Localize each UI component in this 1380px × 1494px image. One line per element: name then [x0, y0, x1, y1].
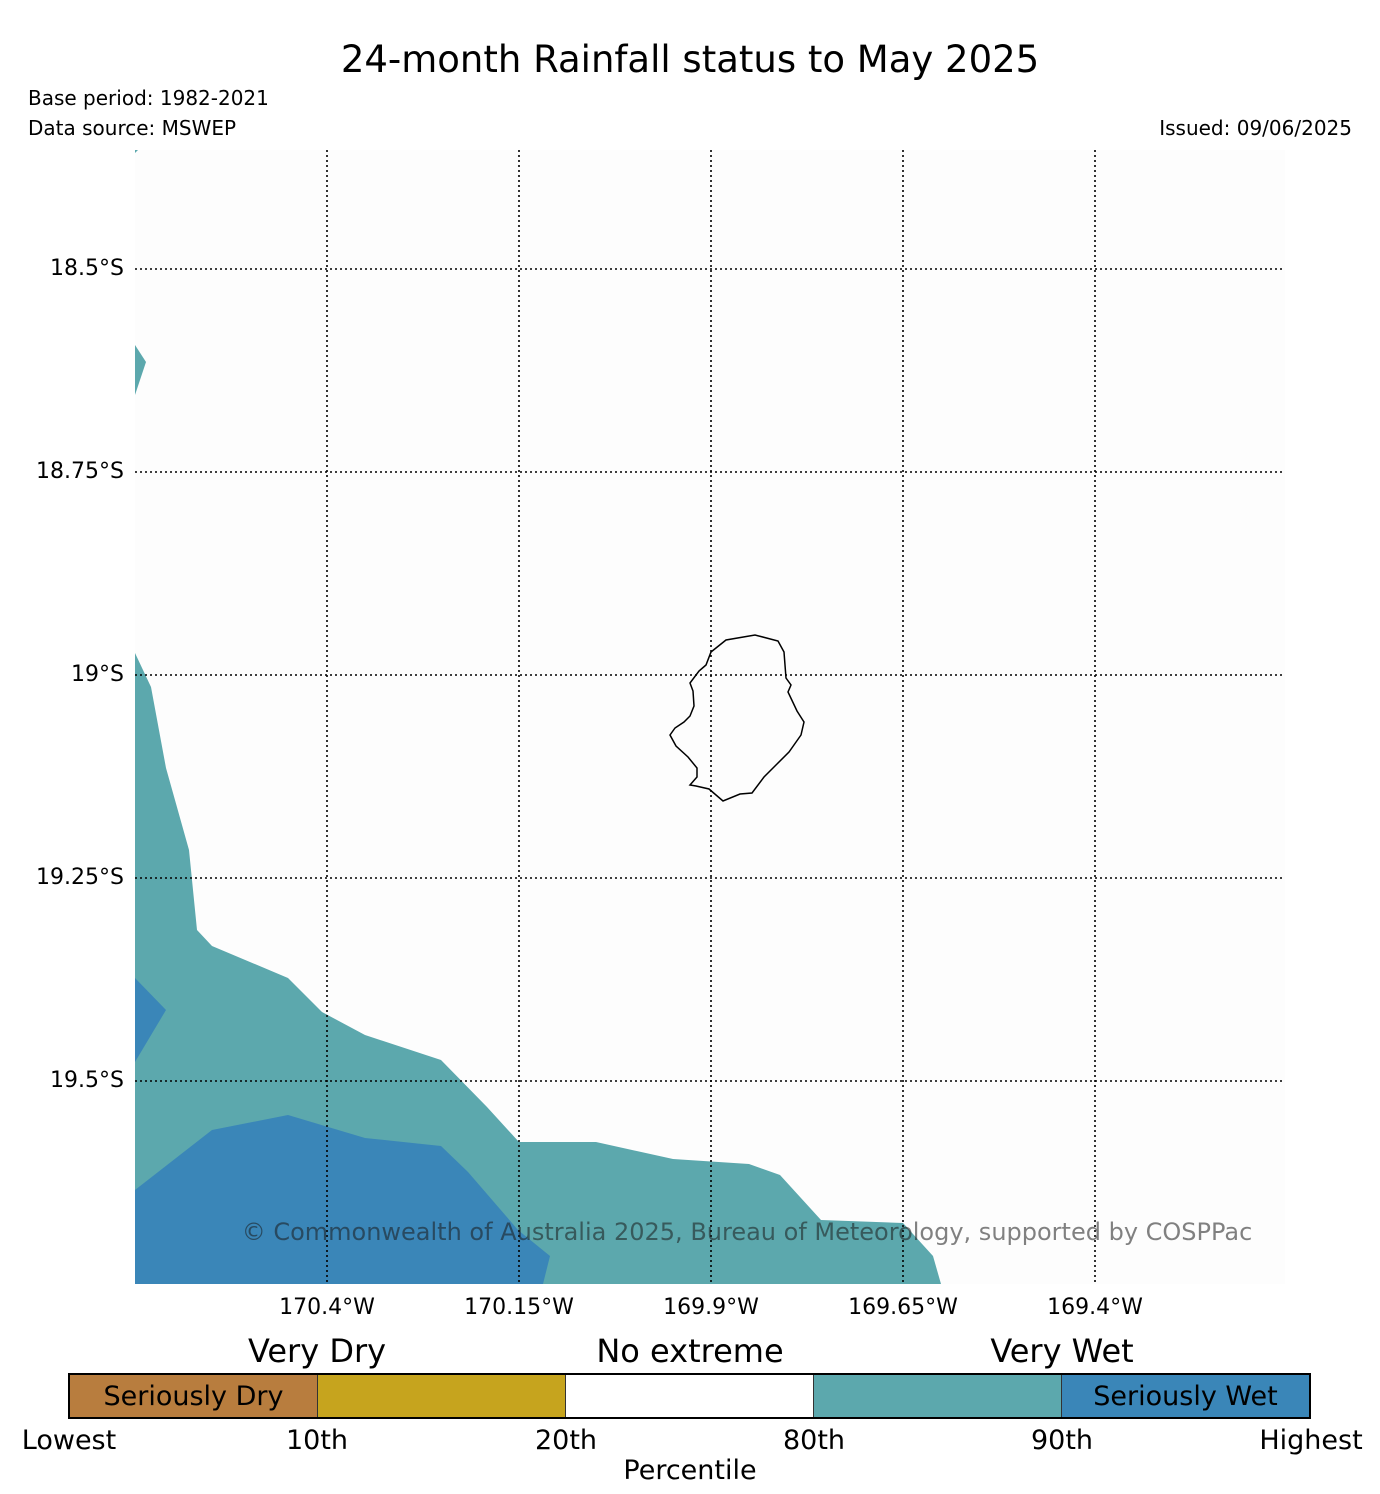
legend-tick: 80th	[782, 1425, 846, 1456]
seriously-wet-area-west	[135, 978, 166, 1062]
data-source: Data source: MSWEP	[28, 116, 237, 140]
niue-coastline	[669, 634, 805, 802]
lat-label: 19.5°S	[50, 1068, 124, 1093]
seriously-wet-area-main	[135, 1115, 550, 1284]
very-wet-area-corner	[135, 150, 138, 153]
legend-tick: 10th	[285, 1425, 349, 1456]
copyright-notice: © Commonwealth of Australia 2025, Bureau…	[242, 1218, 1253, 1246]
legend-group-label: Very Dry	[247, 1332, 387, 1370]
very-wet-area-north	[135, 345, 146, 395]
legend-swatch-seriously-wet: Seriously Wet	[1062, 1375, 1309, 1417]
legend-group-label: No extreme	[596, 1332, 784, 1370]
legend-tick: 90th	[1030, 1425, 1094, 1456]
lon-label: 169.65°W	[848, 1295, 958, 1320]
base-period: Base period: 1982-2021	[28, 86, 269, 110]
legend-group-label: Very Wet	[990, 1332, 1134, 1370]
map-title: 24-month Rainfall status to May 2025	[340, 38, 1040, 81]
lat-label: 18.5°S	[50, 256, 124, 281]
seriously-wet-region	[135, 978, 550, 1284]
graticule	[135, 150, 1285, 1284]
rainfall-map: © Commonwealth of Australia 2025, Bureau…	[135, 150, 1285, 1284]
lat-label: 19.25°S	[36, 865, 124, 890]
very-wet-region	[135, 150, 941, 1284]
issued-date: Issued: 09/06/2025	[1159, 116, 1352, 140]
legend-swatch-seriously-dry: Seriously Dry	[70, 1375, 318, 1417]
legend-tick: Highest	[1259, 1425, 1363, 1456]
legend-axis-label: Percentile	[623, 1455, 757, 1486]
legend-swatch-no-extreme	[566, 1375, 814, 1417]
lon-label: 170.4°W	[279, 1295, 375, 1320]
lon-label: 169.9°W	[663, 1295, 759, 1320]
lon-label: 169.4°W	[1047, 1295, 1143, 1320]
lat-label: 19°S	[71, 662, 124, 687]
legend-tick: 20th	[534, 1425, 598, 1456]
very-wet-area-main	[135, 653, 941, 1284]
lon-label: 170.15°W	[464, 1295, 574, 1320]
lat-label: 18.75°S	[36, 459, 124, 484]
legend-swatch-very-dry	[318, 1375, 566, 1417]
legend-swatch-very-wet	[814, 1375, 1062, 1417]
legend-colorbar: Seriously Dry Seriously Wet	[68, 1373, 1311, 1419]
legend-tick: Lowest	[21, 1425, 117, 1456]
